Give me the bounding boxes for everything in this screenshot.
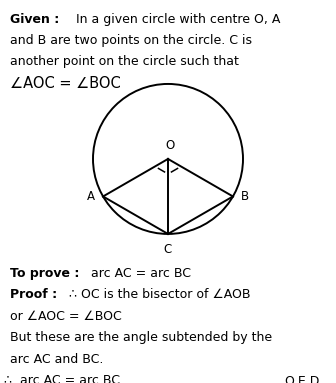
Text: and B are two points on the circle. C is: and B are two points on the circle. C is: [10, 34, 252, 47]
Text: A: A: [87, 190, 95, 203]
Text: C: C: [164, 243, 172, 256]
Text: B: B: [241, 190, 249, 203]
Text: arc AC and BC.: arc AC and BC.: [10, 353, 103, 366]
Text: ∴ OC is the bisector of ∠AOB: ∴ OC is the bisector of ∠AOB: [65, 288, 251, 301]
Text: But these are the angle subtended by the: But these are the angle subtended by the: [10, 331, 272, 344]
Text: another point on the circle such that: another point on the circle such that: [10, 55, 239, 68]
Text: ∴  arc AC = arc BC.: ∴ arc AC = arc BC.: [4, 375, 124, 383]
Text: O: O: [165, 139, 175, 152]
Text: ∠AOC = ∠BOC: ∠AOC = ∠BOC: [10, 76, 121, 91]
Text: Proof :: Proof :: [10, 288, 57, 301]
Text: Given :: Given :: [10, 13, 59, 26]
Text: In a given circle with centre O, A: In a given circle with centre O, A: [72, 13, 280, 26]
Text: To prove :: To prove :: [10, 267, 79, 280]
Text: or ∠AOC = ∠BOC: or ∠AOC = ∠BOC: [10, 310, 122, 323]
Text: Q.E.D.: Q.E.D.: [285, 375, 324, 383]
Text: arc AC = arc BC: arc AC = arc BC: [87, 267, 191, 280]
